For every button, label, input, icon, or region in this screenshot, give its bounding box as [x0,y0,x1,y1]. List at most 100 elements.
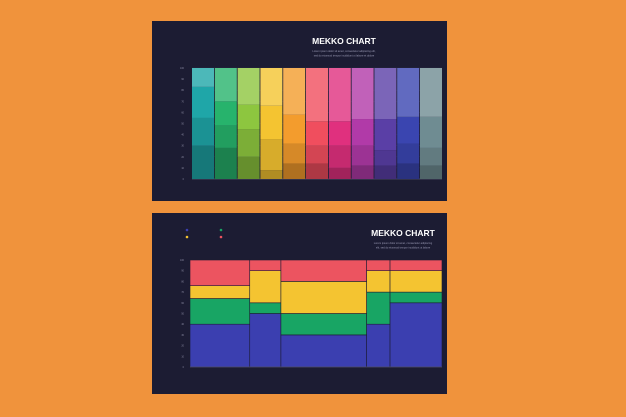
bar-segment [260,170,283,179]
mekko-segment [280,313,367,336]
y-tick-label: 40 [181,134,184,137]
mekko-segment [280,334,367,368]
legend-dot [185,228,189,232]
bar-segment [397,163,420,179]
y-tick-label: 20 [181,156,184,159]
legend-dot [185,235,189,239]
y-tick-label: 100 [180,67,185,70]
bar-segment [260,68,283,106]
bar-segment [397,143,420,164]
bar-segment [374,165,397,179]
y-tick-label: 10 [181,167,184,170]
chart-subtitle-line-1: Lorem ipsum dolor sit amet, consectetur … [374,241,433,245]
mekko-segment [389,259,443,271]
bar-segment [306,121,328,146]
bar-segment [328,68,351,122]
bar-segment [351,165,374,179]
chart-subtitle-line-2: sed do eiusmod tempor incididunt ut labo… [314,54,375,58]
bar-segment [192,86,214,118]
mekko-segment [189,259,251,286]
y-tick-label: 40 [181,323,184,326]
bar-segment [214,125,237,148]
bar-segment [351,145,374,166]
y-tick-label: 80 [181,280,184,283]
mekko-segment [366,270,391,293]
mekko-segment [389,270,443,293]
bar-segment [328,121,351,146]
bar-segment [237,156,260,179]
y-tick-label: 30 [181,334,184,337]
bar-segment [306,145,328,164]
bar-segment [374,68,397,120]
bar-segment [237,68,260,105]
mekko-segment [249,270,282,304]
y-tick-label: 90 [181,270,184,273]
chart-subtitle-line-2: elit, sed do eiusmod tempor incididunt u… [376,246,431,250]
bar-segment [237,104,260,130]
top-chart-panel: MEKKO CHART Lorem ipsum dolor sit amet, … [152,21,447,201]
bar-segment [420,165,442,179]
mekko-segment [280,281,367,314]
bar-segment [214,68,237,102]
bar-segment [374,150,397,166]
bottom-chart-panel: MEKKO CHART Lorem ipsum dolor sit amet, … [152,213,447,394]
bar-segment [306,163,328,179]
bar-segment [260,139,283,171]
bar-segment [328,167,351,179]
y-tick-label: 80 [181,89,184,92]
mekko-segment [189,285,251,299]
chart-title: MEKKO CHART [371,228,436,238]
mekko-segment [249,313,282,368]
bar-segment [374,119,397,151]
bar-segment [420,147,442,166]
y-tick-label: 60 [181,111,184,114]
bar-segment [237,129,260,157]
y-tick-label: 90 [181,78,184,81]
y-tick-label: 100 [180,259,185,262]
mekko-segment [280,259,367,282]
mekko-segment [366,291,391,325]
legend-dot [219,235,223,239]
y-tick-label: 70 [181,100,184,103]
mekko-segment [249,259,282,271]
bar-segment [283,114,306,144]
y-tick-label: 50 [181,313,184,316]
y-tick-label: 30 [181,145,184,148]
bar-segment [283,143,306,164]
y-tick-label: 50 [181,123,184,126]
bar-segment [420,68,442,117]
bar-segment [214,147,237,179]
bar-segment [351,68,374,120]
bar-segment [214,101,237,126]
mekko-segment [249,302,282,314]
bar-segment [351,119,374,146]
mekko-segment [189,323,251,368]
mekko-segment [366,259,391,271]
y-tick-label: 20 [181,345,184,348]
bar-segment [420,116,442,148]
bar-segment [397,116,420,144]
y-tick-label: 60 [181,302,184,305]
y-tick-label: 0 [183,178,185,181]
chart-title: MEKKO CHART [312,36,377,46]
y-tick-label: 70 [181,291,184,294]
bar-segment [328,145,351,168]
legend-dot [219,228,223,232]
stacked-bar-chart: MEKKO CHART Lorem ipsum dolor sit amet, … [180,36,442,181]
bar-segment [283,68,306,115]
bar-segment [260,105,283,140]
mekko-segment [366,323,391,368]
y-tick-label: 0 [183,366,185,369]
bar-segment [192,68,214,87]
bar-segment [192,145,214,179]
mekko-chart: MEKKO CHART Lorem ipsum dolor sit amet, … [180,228,443,369]
y-tick-label: 10 [181,355,184,358]
bar-segment [306,68,328,122]
bar-segment [397,68,420,117]
mekko-segment [189,298,251,325]
bar-segment [283,163,306,179]
bar-segment [192,117,214,146]
mekko-segment [389,302,443,368]
mekko-segment [389,291,443,304]
chart-subtitle-line-1: Lorem ipsum dolor sit amet, consectetur … [312,49,375,53]
